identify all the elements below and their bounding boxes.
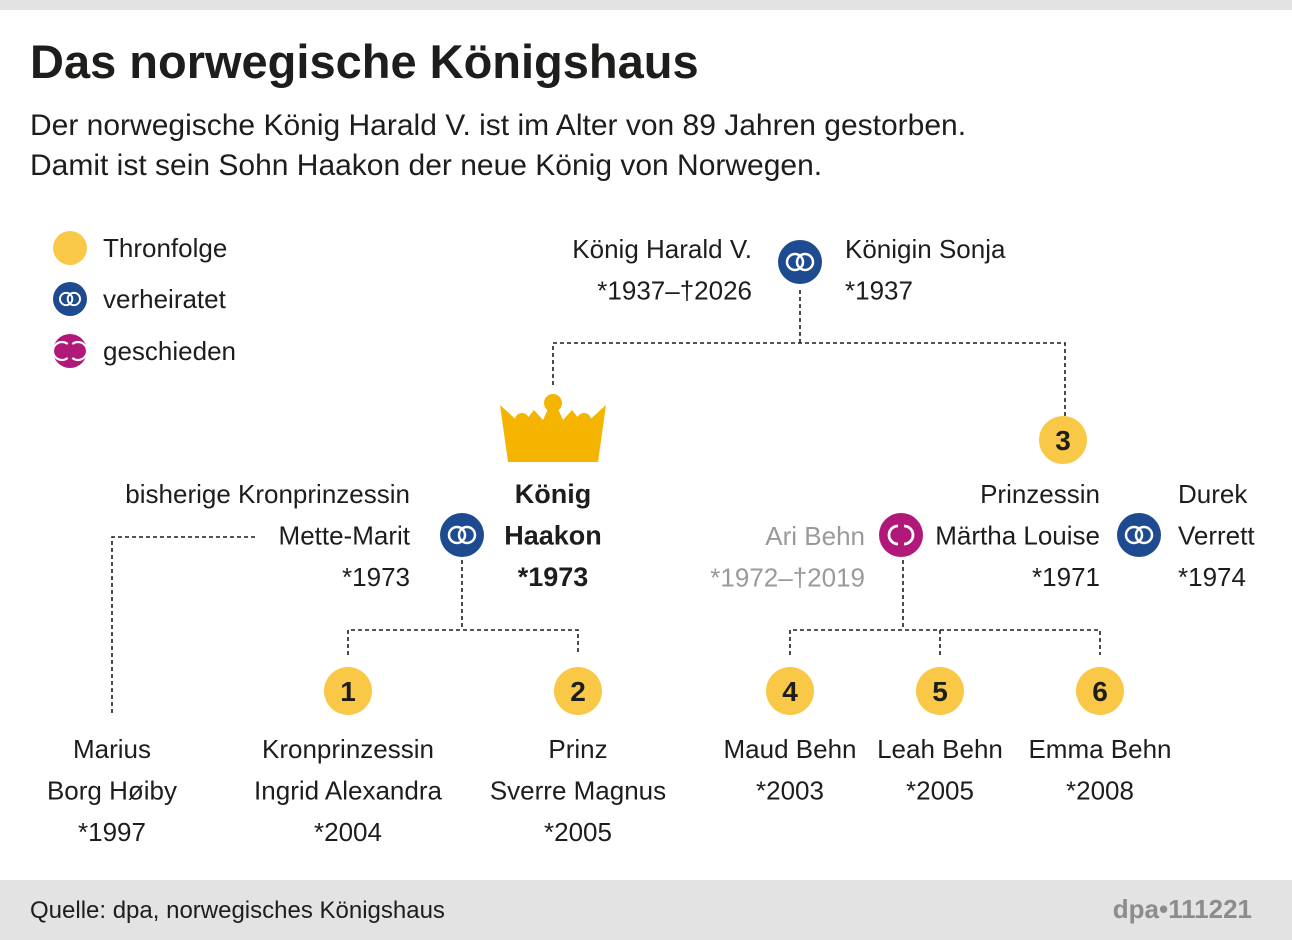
person-label: *1971: [1032, 562, 1100, 592]
crown: [544, 394, 562, 412]
person-label: *1937: [845, 276, 913, 306]
crown: [577, 413, 591, 427]
person-label: Ari Behn: [765, 521, 865, 551]
source: Quelle: dpa, norwegisches Königshaus: [30, 897, 445, 924]
subtitle: Der norwegische König Harald V. ist im A…: [30, 109, 966, 142]
ring: [457, 525, 477, 545]
legend-label: geschieden: [103, 336, 236, 366]
broken-ring: [903, 524, 915, 546]
person-label: *2005: [544, 817, 612, 847]
married-icon: [53, 282, 87, 316]
person-label: *2008: [1066, 776, 1134, 806]
person-label: Prinz: [548, 734, 607, 764]
person-label: Maud Behn: [724, 734, 857, 764]
ring: [66, 291, 82, 307]
person-label: Leah Behn: [877, 734, 1003, 764]
subtitle: Damit ist sein Sohn Haakon der neue Köni…: [30, 149, 822, 182]
connector: [552, 290, 1066, 420]
legend-label: Thronfolge: [103, 233, 227, 263]
person-label: Verrett: [1178, 521, 1255, 551]
broken-ring: [71, 340, 89, 362]
person-label: Königin Sonja: [845, 234, 1006, 264]
person-label: Kronprinzessin: [262, 734, 434, 764]
legend-swatch: [53, 231, 87, 265]
person-label: Prinzessin: [980, 479, 1100, 509]
married-icon: [1117, 513, 1161, 557]
succession-rank: 1: [340, 676, 356, 707]
succession-badge: [1076, 667, 1124, 715]
person-label: Durek: [1178, 479, 1248, 509]
ring: [58, 291, 74, 307]
broken-ring: [51, 340, 69, 362]
ring: [1124, 525, 1144, 545]
dpa-id: dpa•111221: [1113, 894, 1252, 924]
person-label: *2003: [756, 776, 824, 806]
succession-badge: [766, 667, 814, 715]
crown: [500, 398, 606, 462]
title: Das norwegische Königshaus: [30, 35, 699, 88]
connector: [111, 536, 255, 715]
person-label: Marius: [73, 734, 151, 764]
ring: [795, 252, 815, 272]
succession-rank: 5: [932, 676, 948, 707]
connectors: [111, 290, 1101, 715]
succession-rank: 2: [570, 676, 586, 707]
ring: [1134, 525, 1154, 545]
legend-label: verheiratet: [103, 284, 227, 314]
person-label: *1972–†2019: [710, 563, 865, 593]
person-label: *1937–†2026: [597, 276, 752, 306]
divorced-icon: [53, 334, 87, 368]
succession-rank: 6: [1092, 676, 1108, 707]
person-label: Haakon: [504, 521, 602, 551]
succession-badge: [324, 667, 372, 715]
connector: [789, 560, 1101, 655]
person-label: Mette-Marit: [279, 521, 411, 551]
person-label: Emma Behn: [1028, 734, 1171, 764]
person-label: *1974: [1178, 562, 1246, 592]
ring: [785, 252, 805, 272]
person-label: König Harald V.: [572, 234, 752, 264]
succession-badge: [554, 667, 602, 715]
married-icon: [440, 513, 484, 557]
person-label: *2005: [906, 776, 974, 806]
person-label: Ingrid Alexandra: [254, 776, 442, 806]
broken-ring: [887, 524, 899, 546]
person-label: bisherige Kronprinzessin: [125, 479, 410, 509]
person-label: Märtha Louise: [935, 521, 1100, 551]
ring: [447, 525, 467, 545]
succession-rank: 3: [1055, 425, 1071, 456]
connector: [347, 560, 579, 655]
top-bar: [0, 0, 1292, 10]
succession-badge: [1039, 416, 1087, 464]
married-icon: [778, 240, 822, 284]
person-label: *1973: [342, 562, 410, 592]
succession-badge: [916, 667, 964, 715]
crown: [515, 413, 529, 427]
person-label: *1973: [518, 562, 589, 592]
person-label: *2004: [314, 817, 382, 847]
person-label: Borg Høiby: [47, 776, 177, 806]
divorced-icon: [879, 513, 923, 557]
person-label: König: [515, 479, 591, 509]
person-label: *1997: [78, 817, 146, 847]
person-label: Sverre Magnus: [490, 776, 666, 806]
succession-rank: 4: [782, 676, 798, 707]
footer-bar: [0, 880, 1292, 940]
